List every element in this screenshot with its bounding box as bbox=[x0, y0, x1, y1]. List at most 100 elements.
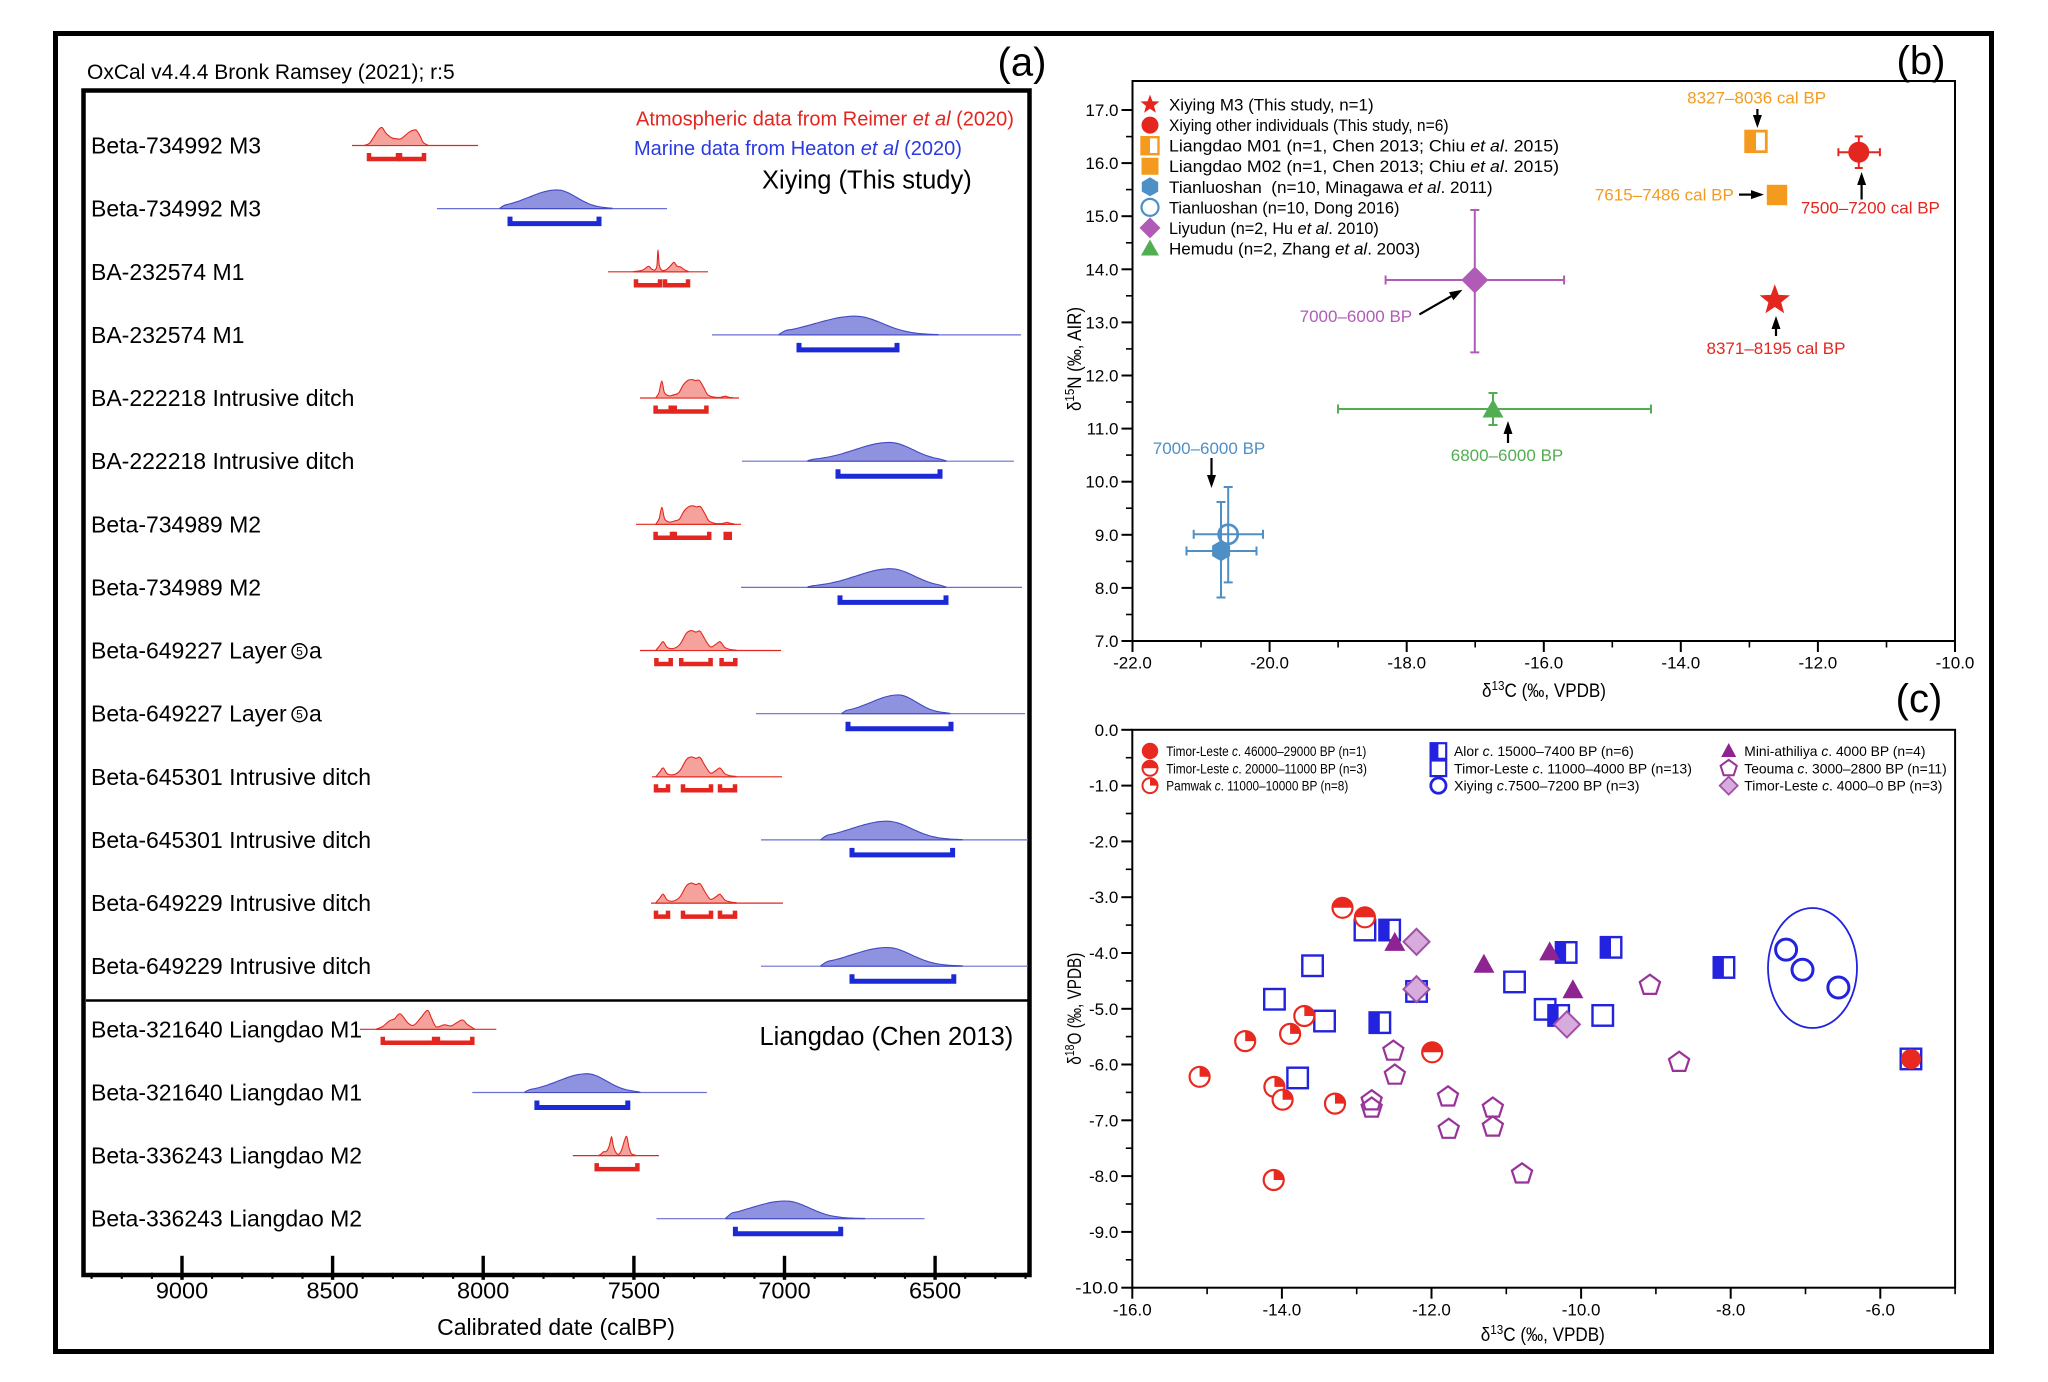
svg-text:-6.0: -6.0 bbox=[1866, 1300, 1895, 1319]
svg-text:11.0: 11.0 bbox=[1087, 420, 1119, 439]
svg-text:-10.0: -10.0 bbox=[1562, 1300, 1601, 1319]
svg-text:7000: 7000 bbox=[758, 1278, 810, 1304]
svg-text:Liangdao (Chen 2013): Liangdao (Chen 2013) bbox=[760, 1023, 1014, 1051]
svg-text:Beta-649227 Layer: Beta-649227 Layer bbox=[91, 638, 287, 664]
svg-text:7500: 7500 bbox=[608, 1278, 660, 1304]
svg-text:Beta-649227 Layer: Beta-649227 Layer bbox=[91, 701, 287, 727]
svg-text:Beta-336243 Liangdao M2: Beta-336243 Liangdao M2 bbox=[91, 1206, 362, 1232]
svg-text:Timor-Leste c. 46000–29000 BP: Timor-Leste c. 46000–29000 BP (n=1) bbox=[1166, 743, 1366, 759]
svg-text:Alor c. 15000–7400 BP (n=6): Alor c. 15000–7400 BP (n=6) bbox=[1454, 743, 1634, 759]
svg-text:15.0: 15.0 bbox=[1085, 207, 1118, 226]
svg-text:BA-232574 M1: BA-232574 M1 bbox=[91, 322, 244, 348]
svg-text:-16.0: -16.0 bbox=[1524, 654, 1563, 673]
svg-text:a: a bbox=[309, 701, 322, 727]
svg-text:Beta-321640 Liangdao M1: Beta-321640 Liangdao M1 bbox=[91, 1016, 362, 1042]
svg-text:(a): (a) bbox=[998, 41, 1047, 85]
svg-text:Xiying (This study): Xiying (This study) bbox=[762, 167, 972, 195]
svg-text:8371–8195 cal BP: 8371–8195 cal BP bbox=[1707, 339, 1846, 358]
svg-text:a: a bbox=[309, 638, 322, 664]
svg-text:BA-222218 Intrusive ditch: BA-222218 Intrusive ditch bbox=[91, 385, 354, 411]
svg-text:8.0: 8.0 bbox=[1095, 579, 1119, 598]
svg-text:Marine data from Heaton et al: Marine data from Heaton et al (2020) bbox=[634, 138, 962, 160]
svg-text:-16.0: -16.0 bbox=[1113, 1300, 1152, 1319]
svg-text:Beta-321640 Liangdao M1: Beta-321640 Liangdao M1 bbox=[91, 1080, 362, 1106]
svg-text:-7.0: -7.0 bbox=[1089, 1111, 1118, 1130]
svg-text:Xiying other individuals (This: Xiying other individuals (This study, n=… bbox=[1169, 116, 1449, 135]
svg-text:7000–6000 BP: 7000–6000 BP bbox=[1300, 307, 1413, 326]
svg-text:Xiying M3 (This study, n=1): Xiying M3 (This study, n=1) bbox=[1169, 96, 1374, 115]
svg-text:-3.0: -3.0 bbox=[1089, 888, 1118, 907]
svg-text:Timor-Leste c. 11000–4000 BP (: Timor-Leste c. 11000–4000 BP (n=13) bbox=[1454, 760, 1692, 776]
svg-text:6800–6000 BP: 6800–6000 BP bbox=[1451, 446, 1564, 465]
svg-text:9.0: 9.0 bbox=[1095, 526, 1119, 545]
svg-text:(c): (c) bbox=[1896, 677, 1943, 721]
svg-text:14.0: 14.0 bbox=[1085, 260, 1118, 279]
svg-text:-8.0: -8.0 bbox=[1716, 1300, 1745, 1319]
svg-text:Beta-734992 M3: Beta-734992 M3 bbox=[91, 133, 261, 159]
svg-text:8500: 8500 bbox=[306, 1278, 358, 1304]
svg-text:8000: 8000 bbox=[457, 1278, 509, 1304]
svg-text:17.0: 17.0 bbox=[1085, 101, 1118, 120]
svg-text:16.0: 16.0 bbox=[1085, 154, 1118, 173]
svg-text:Timor-Leste c. 20000–11000 BP: Timor-Leste c. 20000–11000 BP (n=3) bbox=[1166, 760, 1367, 776]
svg-text:Tianluoshan (n=10, Minagawa e: Tianluoshan (n=10, Minagawa et al. 2011) bbox=[1169, 178, 1493, 197]
svg-text:-6.0: -6.0 bbox=[1089, 1056, 1118, 1075]
svg-text:δ13C (‰, VPDB): δ13C (‰, VPDB) bbox=[1482, 678, 1606, 702]
svg-text:δ18O (‰, VPDB): δ18O (‰, VPDB) bbox=[1062, 953, 1086, 1065]
svg-text:-4.0: -4.0 bbox=[1089, 944, 1118, 963]
svg-text:Beta-734989 M2: Beta-734989 M2 bbox=[91, 511, 261, 537]
svg-text:6500: 6500 bbox=[909, 1278, 961, 1304]
svg-text:7615–7486 cal BP: 7615–7486 cal BP bbox=[1595, 186, 1734, 205]
svg-text:Xiying c.7500–7200 BP (n=3): Xiying c.7500–7200 BP (n=3) bbox=[1454, 778, 1640, 794]
svg-text:Liyudun (n=2, Hu et al. 2010): Liyudun (n=2, Hu et al. 2010) bbox=[1169, 219, 1379, 238]
svg-text:Mini-athiliya c. 4000 BP (n=4): Mini-athiliya c. 4000 BP (n=4) bbox=[1744, 743, 1925, 759]
svg-text:-20.0: -20.0 bbox=[1250, 654, 1289, 673]
svg-text:-8.0: -8.0 bbox=[1089, 1167, 1118, 1186]
svg-text:10.0: 10.0 bbox=[1085, 473, 1118, 492]
svg-text:Teouma c. 3000–2800 BP (n=11): Teouma c. 3000–2800 BP (n=11) bbox=[1744, 760, 1946, 776]
svg-text:-10.0: -10.0 bbox=[1075, 1279, 1118, 1298]
svg-text:OxCal v4.4.4 Bronk Ramsey (202: OxCal v4.4.4 Bronk Ramsey (2021); r:5 bbox=[87, 61, 455, 84]
svg-text:Timor-Leste c. 4000–0 BP (n=3): Timor-Leste c. 4000–0 BP (n=3) bbox=[1744, 778, 1942, 794]
svg-text:-18.0: -18.0 bbox=[1387, 654, 1426, 673]
svg-text:Pamwak c. 11000–10000 BP (n=8): Pamwak c. 11000–10000 BP (n=8) bbox=[1166, 778, 1348, 794]
svg-text:Beta-645301 Intrusive ditch: Beta-645301 Intrusive ditch bbox=[91, 827, 371, 853]
svg-text:Atmospheric data from Reimer e: Atmospheric data from Reimer et al (2020… bbox=[636, 109, 1014, 131]
svg-text:Beta-336243 Liangdao M2: Beta-336243 Liangdao M2 bbox=[91, 1143, 362, 1169]
svg-text:δ13C (‰, VPDB): δ13C (‰, VPDB) bbox=[1481, 1322, 1605, 1346]
svg-text:7000–6000 BP: 7000–6000 BP bbox=[1153, 439, 1266, 458]
svg-text:-12.0: -12.0 bbox=[1799, 654, 1838, 673]
svg-text:7500–7200 cal BP: 7500–7200 cal BP bbox=[1801, 199, 1940, 218]
svg-text:Liangdao M01 (n=1, Chen 2013;: Liangdao M01 (n=1, Chen 2013; Chiu et al… bbox=[1169, 137, 1559, 156]
svg-text:(b): (b) bbox=[1897, 39, 1946, 83]
svg-text:Hemudu (n=2, Zhang et al. 2003: Hemudu (n=2, Zhang et al. 2003) bbox=[1169, 239, 1420, 258]
svg-text:7.0: 7.0 bbox=[1095, 632, 1119, 651]
svg-text:5: 5 bbox=[296, 644, 303, 658]
svg-text:-22.0: -22.0 bbox=[1113, 654, 1152, 673]
svg-text:Beta-734989 M2: Beta-734989 M2 bbox=[91, 574, 261, 600]
svg-text:-14.0: -14.0 bbox=[1661, 654, 1700, 673]
svg-text:Beta-734992 M3: Beta-734992 M3 bbox=[91, 196, 261, 222]
svg-text:8327–8036 cal BP: 8327–8036 cal BP bbox=[1687, 88, 1826, 107]
svg-text:BA-232574 M1: BA-232574 M1 bbox=[91, 259, 244, 285]
svg-text:Liangdao M02 (n=1, Chen 2013;: Liangdao M02 (n=1, Chen 2013; Chiu et al… bbox=[1169, 157, 1559, 176]
svg-text:Tianluoshan (n=10, Dong 2016): Tianluoshan (n=10, Dong 2016) bbox=[1169, 198, 1400, 217]
svg-text:-9.0: -9.0 bbox=[1089, 1223, 1118, 1242]
svg-text:Beta-649229 Intrusive ditch: Beta-649229 Intrusive ditch bbox=[91, 953, 371, 979]
svg-text:13.0: 13.0 bbox=[1085, 313, 1118, 332]
svg-text:-5.0: -5.0 bbox=[1089, 1000, 1118, 1019]
svg-text:Calibrated date (calBP): Calibrated date (calBP) bbox=[437, 1314, 675, 1340]
svg-text:Beta-645301 Intrusive ditch: Beta-645301 Intrusive ditch bbox=[91, 764, 371, 790]
svg-text:-14.0: -14.0 bbox=[1263, 1300, 1302, 1319]
svg-text:-1.0: -1.0 bbox=[1089, 777, 1118, 796]
svg-text:Beta-649229 Intrusive ditch: Beta-649229 Intrusive ditch bbox=[91, 890, 371, 916]
svg-text:δ15N (‰, AIR): δ15N (‰, AIR) bbox=[1062, 307, 1086, 411]
svg-text:5: 5 bbox=[296, 708, 303, 722]
svg-text:9000: 9000 bbox=[156, 1278, 208, 1304]
svg-text:BA-222218 Intrusive ditch: BA-222218 Intrusive ditch bbox=[91, 448, 354, 474]
svg-text:-10.0: -10.0 bbox=[1936, 654, 1975, 673]
svg-text:0.0: 0.0 bbox=[1095, 721, 1119, 740]
svg-text:-2.0: -2.0 bbox=[1089, 832, 1118, 851]
svg-text:-12.0: -12.0 bbox=[1412, 1300, 1451, 1319]
svg-text:12.0: 12.0 bbox=[1085, 367, 1118, 386]
